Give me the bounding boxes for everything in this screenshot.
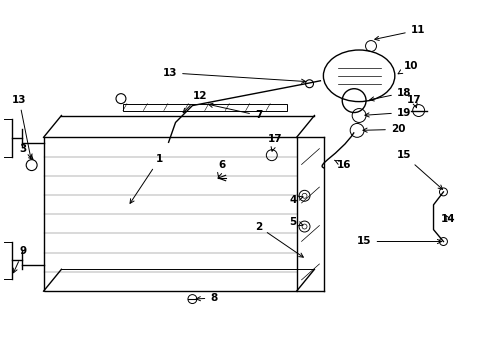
Text: 4: 4 (289, 195, 302, 205)
Text: 9: 9 (13, 247, 27, 273)
Text: 14: 14 (440, 214, 454, 224)
Text: 17: 17 (406, 95, 421, 108)
Text: 1: 1 (130, 154, 163, 203)
Text: 2: 2 (254, 222, 303, 257)
Text: 12: 12 (183, 91, 206, 113)
Bar (43, 137, 296, 291)
Text: 16: 16 (334, 160, 351, 170)
Text: 18: 18 (369, 87, 410, 101)
Text: 10: 10 (397, 61, 417, 74)
Text: 3: 3 (20, 144, 33, 159)
Text: 5: 5 (289, 217, 302, 227)
Text: 20: 20 (362, 124, 405, 134)
Text: 15: 15 (356, 237, 441, 247)
Text: 13: 13 (163, 68, 305, 83)
Text: 7: 7 (208, 103, 262, 121)
Text: 17: 17 (267, 134, 282, 151)
Text: 6: 6 (217, 160, 225, 177)
Bar (122, 104, 286, 111)
Text: 19: 19 (364, 108, 410, 117)
Text: 11: 11 (374, 25, 425, 40)
Text: 15: 15 (396, 150, 442, 189)
Text: 8: 8 (196, 293, 217, 303)
Text: 13: 13 (12, 95, 32, 158)
